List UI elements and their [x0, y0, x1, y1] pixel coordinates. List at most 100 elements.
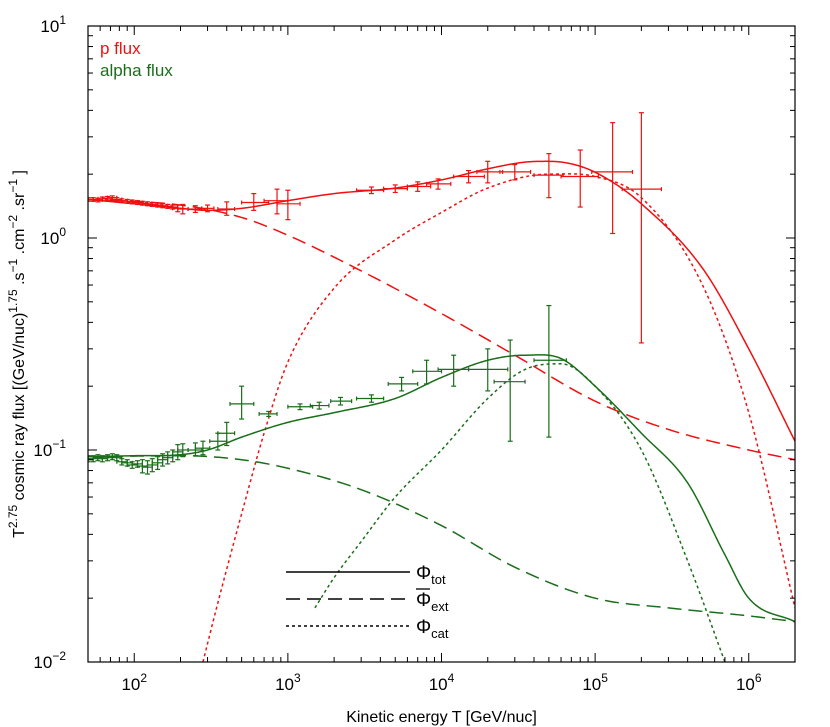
y-axis-title: T2.75 cosmic ray flux [(GeV/nuc)1.75 .s−… [6, 170, 28, 538]
label-part: 10 [40, 17, 59, 36]
data-point-alpha [172, 444, 184, 461]
label-part: 4 [448, 671, 455, 685]
label-part: .cm [11, 229, 28, 259]
label-part: 3 [294, 671, 301, 685]
label-part: Φ [416, 590, 431, 611]
label-part: −2 [6, 215, 20, 229]
y-tick-label: 10−2 [33, 649, 66, 672]
label-part: ext [431, 599, 449, 614]
series-line-p-tot [88, 160, 795, 442]
data-point-alpha [330, 396, 353, 406]
x-tick-label: 103 [275, 671, 301, 694]
data-point-alpha [387, 376, 419, 392]
data-point-alpha [146, 458, 159, 473]
legend-label-ext: Φext [416, 590, 449, 614]
data-point-p [201, 204, 215, 213]
label-part: 1.75 [6, 289, 20, 313]
data-point-p [406, 181, 432, 192]
label-part: 10 [582, 675, 601, 694]
data-point-alpha [217, 421, 236, 447]
data-point-alpha [229, 385, 255, 420]
label-part: ] [11, 170, 28, 179]
label-part: 2 [140, 671, 147, 685]
y-tick-label: 10−1 [33, 437, 66, 460]
legend-label-tot: Φtot [416, 563, 446, 587]
label-part: 2.75 [6, 504, 20, 528]
x-axis-title: Kinetic energy T [GeV/nuc] [346, 709, 537, 726]
data-point-alpha [141, 460, 153, 475]
y-tick-label: 100 [40, 225, 66, 248]
label-part: cosmic ray flux [(GeV/nuc) [11, 313, 28, 505]
data-point-p [355, 186, 385, 195]
data-point-alpha [111, 454, 123, 462]
data-point-alpha [209, 432, 228, 451]
label-part: 6 [755, 671, 762, 685]
label-part: −1 [52, 437, 66, 451]
data-point-p [533, 153, 564, 199]
data-point-p [187, 205, 203, 214]
label-part: 10 [33, 441, 52, 460]
data-point-p [591, 122, 634, 235]
data-point-alpha [287, 403, 314, 411]
data-point-p [177, 203, 189, 215]
data-point-p [499, 163, 532, 181]
data-point-alpha [355, 394, 385, 403]
label-part: Φ [416, 563, 431, 584]
label-part: T [11, 528, 28, 538]
label-part: .sr [11, 192, 28, 215]
label-part: −1 [6, 179, 20, 193]
label-part: 1 [59, 13, 66, 27]
legend-label-cat: Φcat [416, 617, 449, 641]
series-line-alpha-ext [88, 454, 795, 623]
label-part: .s [11, 272, 28, 289]
data-point-p [621, 112, 662, 344]
series-line-p-ext [88, 198, 795, 461]
label-part: 10 [40, 229, 59, 248]
label-part: 10 [275, 675, 294, 694]
data-point-alpha [437, 354, 470, 387]
label-part: tot [431, 572, 446, 587]
label-part: alpha flux [100, 61, 173, 80]
data-point-p [383, 184, 409, 194]
data-point-p [453, 169, 485, 184]
label-part: 10 [121, 675, 140, 694]
x-tick-label: 106 [736, 671, 762, 694]
series-line-alpha-cat [314, 363, 726, 662]
x-tick-label: 102 [121, 671, 147, 694]
axis-ticks [87, 25, 796, 663]
data-point-alpha [467, 348, 509, 392]
data-point-alpha [412, 359, 443, 385]
plot-frame [87, 25, 796, 663]
label-part: 10 [736, 675, 755, 694]
data-point-p [426, 178, 452, 190]
label-part: 5 [601, 671, 608, 685]
label-part: 0 [59, 225, 66, 239]
measurement-points [88, 112, 662, 475]
data-point-p [476, 160, 504, 184]
label-part: Φ [416, 617, 431, 638]
label-part: p flux [100, 39, 141, 58]
data-point-alpha [194, 440, 211, 456]
label-part: −2 [52, 649, 66, 663]
x-tick-label: 104 [429, 671, 455, 694]
label-part: Kinetic energy T [GeV/nuc] [346, 709, 537, 726]
legend-color-p-flux: p flux [100, 39, 141, 58]
legend-color-alpha-flux: alpha flux [100, 61, 173, 80]
x-tick-label: 105 [582, 671, 608, 694]
data-point-alpha [533, 304, 567, 438]
data-point-alpha [258, 410, 278, 418]
y-tick-label: 101 [40, 13, 66, 36]
data-point-p [560, 149, 599, 208]
data-point-p [217, 201, 236, 216]
data-point-p [276, 189, 301, 221]
label-part: 10 [33, 653, 52, 672]
label-part: −1 [6, 258, 20, 272]
label-part: cat [431, 626, 449, 641]
data-point-alpha [309, 401, 330, 410]
data-point-alpha [493, 339, 526, 442]
series-line-p-cat [202, 173, 795, 662]
label-part: 10 [429, 675, 448, 694]
